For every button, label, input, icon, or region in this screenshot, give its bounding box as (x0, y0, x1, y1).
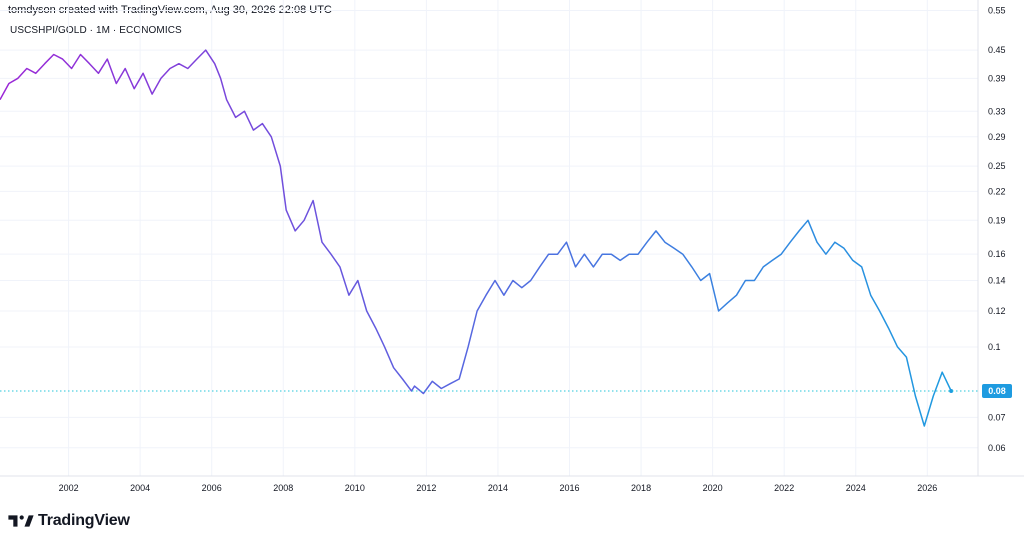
y-tick-label: 0.45 (988, 45, 1006, 55)
y-tick-label: 0.22 (988, 186, 1006, 196)
y-tick-label: 0.16 (988, 249, 1006, 259)
y-tick-label: 0.06 (988, 443, 1006, 453)
y-tick-label: 0.33 (988, 106, 1006, 116)
x-tick-label: 2014 (488, 483, 508, 493)
x-tick-label: 2012 (416, 483, 436, 493)
x-tick-label: 2002 (59, 483, 79, 493)
price-axis[interactable]: 0.55 0.45 0.39 0.33 0.29 0.25 0.22 0.19 0.16 0.14… (988, 5, 1006, 452)
series-line (0, 49, 952, 427)
x-tick-label: 2020 (703, 483, 723, 493)
y-tick-label: 0.29 (988, 132, 1006, 142)
time-axis[interactable]: 2002 2004 2006 2008 2010 2012 2014 2016 2018 2020… (59, 483, 938, 493)
y-tick-label: 0.12 (988, 306, 1006, 316)
y-tick-label: 0.07 (988, 412, 1006, 422)
y-tick-label: 0.39 (988, 73, 1006, 83)
x-tick-label: 2024 (846, 483, 866, 493)
x-tick-label: 2016 (559, 483, 579, 493)
last-price-label: 0.08 (988, 386, 1006, 396)
y-tick-label: 0.55 (988, 5, 1006, 15)
x-tick-label: 2026 (917, 483, 937, 493)
y-tick-label: 0.19 (988, 215, 1006, 225)
x-tick-label: 2008 (273, 483, 293, 493)
x-tick-label: 2006 (202, 483, 222, 493)
last-point (949, 388, 954, 393)
brand-name: TradingView (38, 512, 130, 529)
last-price-marker: 0.08 (0, 383, 1012, 398)
x-tick-label: 2022 (774, 483, 794, 493)
price-series (0, 49, 954, 427)
y-tick-label: 0.1 (988, 342, 1001, 352)
tradingview-logo-icon (8, 515, 34, 527)
symbol-legend[interactable]: USCSHPI/GOLD · 1M · ECONOMICS (10, 25, 182, 36)
last-price-badge (982, 383, 1012, 398)
tradingview-brand[interactable]: TradingView (8, 511, 130, 531)
grid-lines (0, 0, 978, 476)
x-tick-label: 2004 (130, 483, 150, 493)
y-tick-label: 0.25 (988, 161, 1006, 171)
x-tick-label: 2018 (631, 483, 651, 493)
y-tick-label: 0.14 (988, 276, 1006, 286)
x-tick-label: 2010 (345, 483, 365, 493)
